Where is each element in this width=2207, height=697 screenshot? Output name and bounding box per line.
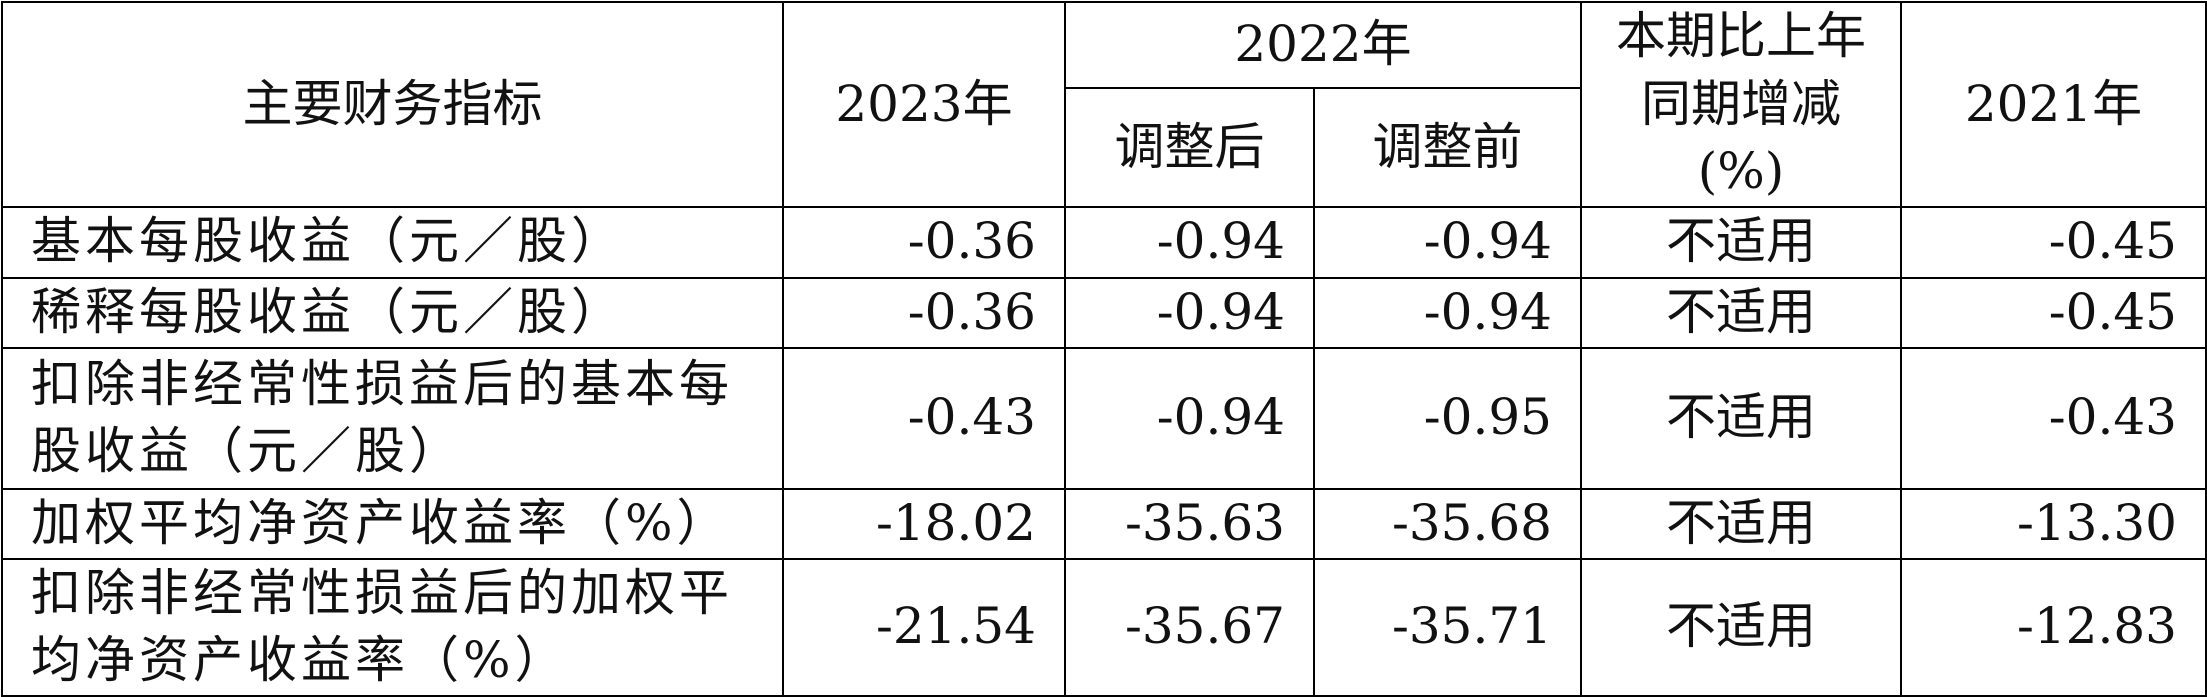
cell: -0.43 [782,346,1066,490]
cell: -0.94 [1313,205,1582,279]
cell: -0.45 [1900,276,2207,349]
header-row: 调整后 调整前 [2,87,2206,208]
cell: -13.30 [1900,487,2207,560]
header-line: 同期增减 [1641,74,1841,133]
header-cell: 2022年 [1064,0,1582,90]
cell: -35.67 [1064,557,1315,697]
header-line: (%) [1697,142,1785,200]
cell: -0.94 [1064,346,1315,490]
cell: -0.36 [782,276,1066,349]
cell: 不适用 [1580,276,1902,349]
cell: -18.02 [782,487,1066,560]
data-row: 扣除非经常性损益后的基本每股收益（元／股） -0.43 -0.94 -0.95 不适用 -… [1,346,2207,490]
cell: 不适用 [1580,205,1902,279]
header-line: 本期比上年 [1616,7,1866,65]
cell: 不适用 [1580,487,1902,560]
cell: 不适用 [1580,346,1902,490]
cell: -0.43 [1900,346,2207,490]
cell: -35.71 [1313,557,1582,697]
row-label: 扣除非经常性损益后的加权平均净资产收益率（%） [1,557,784,697]
cell: -0.94 [1064,205,1315,279]
data-row: 加权平均净资产收益率（%） -18.02 -35.63 -35.68 不适用 -13.30 [1,487,2207,560]
cell: -0.94 [1064,276,1315,349]
cell: 不适用 [1580,557,1902,697]
row-label: 基本每股收益（元／股） [1,205,784,279]
row-label: 稀释每股收益（元／股） [1,276,784,349]
cell: -35.68 [1313,487,1582,560]
cell: -0.95 [1313,346,1582,490]
header-cell: 2023年 [782,1,1066,208]
header-cell: 主要财务指标 [1,1,784,208]
cell: -35.63 [1064,487,1315,560]
header-cell: 调整后 [1064,87,1315,208]
cell: -0.36 [782,205,1066,279]
header-cell: 2021年 [1900,1,2207,208]
cell: -0.94 [1313,276,1582,349]
header-cell: 调整前 [1313,87,1582,208]
data-row: 稀释每股收益（元／股） -0.36 -0.94 -0.94 不适用 -0.45 [1,276,2207,349]
cell: -0.45 [1900,205,2207,279]
header-cell: 本期比上年 同期增减 (%) [1580,1,1902,208]
data-row: 扣除非经常性损益后的加权平均净资产收益率（%） -21.54 -35.67 -35.7… [1,557,2207,697]
cell: -12.83 [1900,557,2207,697]
data-row: 基本每股收益（元／股） -0.36 -0.94 -0.94 不适用 -0.45 [1,205,2207,279]
row-label: 扣除非经常性损益后的基本每股收益（元／股） [1,346,784,490]
cell: -21.54 [782,557,1066,697]
header-row: 主要财务指标 2023年 2022年 本期比上年 同期增减 (%) 2021年 [1,0,2207,208]
row-label: 加权平均净资产收益率（%） [1,487,784,560]
